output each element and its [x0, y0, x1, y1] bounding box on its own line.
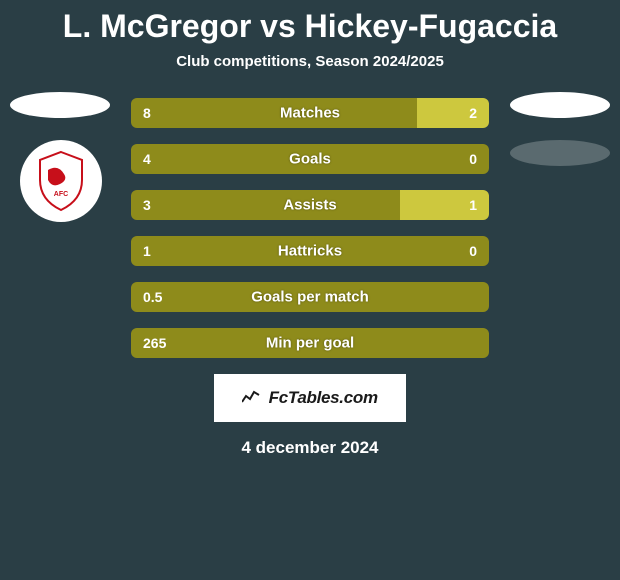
stat-row: 265Min per goal: [131, 328, 489, 358]
stat-label: Assists: [131, 197, 489, 214]
stat-row: 0.5Goals per match: [131, 282, 489, 312]
stat-label: Matches: [131, 105, 489, 122]
page-subtitle: Club competitions, Season 2024/2025: [0, 53, 620, 70]
stat-row: 40Goals: [131, 144, 489, 174]
stat-label: Min per goal: [131, 335, 489, 352]
stat-bars-container: 82Matches 40Goals 31Assists 10Hattricks 0.5G…: [131, 98, 489, 358]
player-photo-placeholder: [510, 92, 610, 118]
club-logo-airdrieonians: AFC: [20, 140, 102, 222]
stat-row: 31Assists: [131, 190, 489, 220]
stat-label: Hattricks: [131, 243, 489, 260]
stat-row: 10Hattricks: [131, 236, 489, 266]
comparison-content: AFC 82Matches 40Goals 31Assists 10Hattricks…: [0, 98, 620, 358]
brand-text: FcTables.com: [269, 388, 378, 407]
footer: FcTables.com: [0, 374, 620, 422]
club-logo-text: AFC: [54, 191, 68, 198]
shield-icon: AFC: [26, 146, 96, 216]
player-photo-placeholder: [10, 92, 110, 118]
brand-badge: FcTables.com: [214, 374, 406, 422]
stat-row: 82Matches: [131, 98, 489, 128]
stat-label: Goals per match: [131, 289, 489, 306]
right-player-badges: [510, 92, 610, 188]
page-title: L. McGregor vs Hickey-Fugaccia: [0, 0, 620, 45]
chart-icon: [242, 388, 264, 407]
left-player-badges: AFC: [10, 92, 110, 222]
stat-label: Goals: [131, 151, 489, 168]
date-text: 4 december 2024: [0, 438, 620, 458]
club-logo-placeholder: [510, 140, 610, 166]
